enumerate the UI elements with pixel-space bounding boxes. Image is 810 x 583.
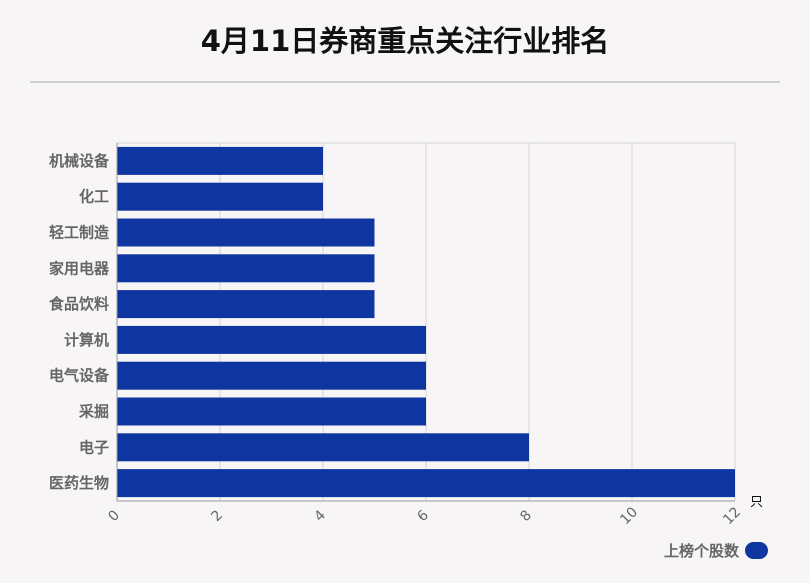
title-divider	[30, 81, 780, 83]
category-label: 轻工制造	[49, 224, 109, 242]
x-tick-label: 10	[617, 504, 641, 528]
x-tick-label: 6	[414, 507, 432, 525]
bar	[117, 182, 323, 211]
x-unit-label: 只	[750, 495, 763, 510]
category-label: 机械设备	[49, 152, 110, 170]
bar	[117, 290, 375, 319]
legend-label: 上榜个股数	[663, 542, 739, 560]
category-label: 采掘	[78, 403, 109, 421]
category-label: 电子	[79, 438, 109, 456]
bar	[117, 146, 323, 175]
bar	[117, 361, 426, 390]
category-label: 化工	[79, 188, 109, 206]
category-label: 家用电器	[49, 259, 110, 277]
category-label: 医药生物	[49, 474, 109, 492]
chart-title: 4月11日券商重点关注行业排名	[200, 24, 610, 58]
bar	[117, 397, 426, 426]
category-label: 电气设备	[49, 367, 110, 385]
bar	[117, 469, 735, 498]
x-tick-label: 2	[208, 507, 226, 525]
legend-swatch	[745, 542, 768, 559]
legend[interactable]: 上榜个股数	[664, 540, 768, 561]
bar	[117, 218, 375, 247]
bar	[117, 325, 426, 354]
x-tick-label: 8	[517, 507, 535, 525]
x-tick-label: 0	[105, 507, 123, 525]
x-tick-label: 12	[720, 504, 744, 528]
category-label: 计算机	[64, 331, 109, 349]
x-tick-label: 4	[311, 507, 329, 525]
bar	[117, 433, 529, 462]
bar	[117, 254, 375, 283]
category-label: 食品饮料	[49, 295, 109, 313]
